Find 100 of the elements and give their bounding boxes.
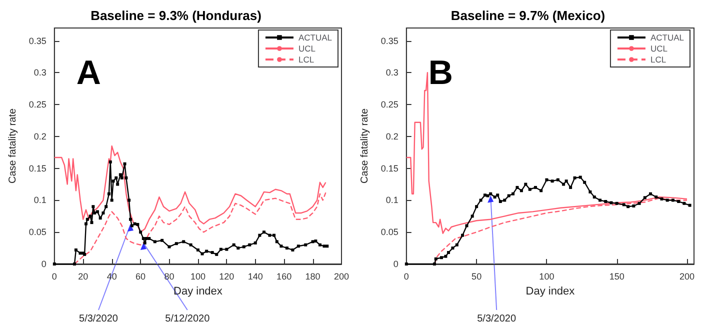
point: [475, 205, 478, 208]
point: [451, 246, 454, 250]
annotation: 5/12/2020: [165, 314, 210, 324]
y-axis-title: Case fatality rate: [8, 108, 18, 184]
y-tick-label: 0.05: [28, 227, 46, 238]
legend-label: LCL: [650, 54, 666, 64]
point: [434, 257, 438, 260]
x-tick-label: 180: [305, 272, 320, 282]
y-tick-label: 0.1: [386, 195, 398, 206]
y-axis-title: Case fatality rate: [360, 108, 370, 184]
point: [615, 202, 618, 205]
x-tick-label: 20: [78, 272, 88, 282]
y-tick-label: 0.3: [34, 68, 46, 78]
x-tick-label: 200: [334, 272, 350, 282]
point: [564, 180, 568, 183]
point: [622, 203, 626, 206]
legend-label: ACTUAL: [650, 32, 684, 42]
point: [583, 180, 586, 184]
y-tick-label: 0.35: [28, 36, 46, 46]
point: [503, 198, 506, 202]
point: [569, 186, 572, 189]
point: [550, 180, 554, 183]
point: [540, 189, 543, 192]
point: [598, 198, 602, 202]
point: [573, 176, 576, 180]
point: [440, 256, 443, 260]
point: [534, 186, 537, 189]
point: [528, 188, 532, 191]
annotation: B: [428, 54, 453, 92]
annotation: 5/3/2020: [79, 314, 118, 324]
annotation: A: [76, 54, 101, 92]
legend-label: ACTUAL: [298, 32, 332, 42]
point: [556, 178, 560, 182]
point: [643, 196, 646, 200]
point: [588, 190, 592, 194]
x-tick-label: 120: [219, 272, 234, 282]
point: [486, 194, 490, 198]
point: [660, 197, 664, 200]
point: [545, 178, 548, 182]
point: [465, 224, 468, 228]
chart-title: Baseline = 9.7% (Mexico): [450, 8, 606, 23]
point: [682, 202, 686, 205]
y-tick-label: 0.05: [380, 227, 398, 238]
point: [671, 198, 674, 202]
point: [447, 251, 450, 254]
y-tick-label: 0.25: [28, 100, 46, 110]
y-tick-label: 0.3: [386, 68, 398, 78]
x-tick-label: 50: [472, 272, 482, 282]
point: [626, 205, 630, 208]
point: [632, 204, 636, 208]
point: [604, 200, 608, 203]
point: [498, 200, 502, 203]
x-tick-label: 140: [248, 272, 263, 282]
point: [455, 243, 458, 246]
x-tick-label: 160: [276, 272, 292, 282]
x-tick-label: 200: [679, 272, 694, 282]
y-tick-label: 0.25: [380, 100, 398, 110]
point: [592, 196, 596, 199]
x-tick-label: 0: [52, 272, 57, 282]
point: [516, 186, 519, 189]
point: [432, 262, 436, 266]
point: [649, 192, 652, 196]
x-tick-label: 80: [164, 272, 174, 282]
y-tick-label: 0.1: [34, 195, 46, 206]
point: [666, 198, 669, 202]
point: [654, 196, 658, 199]
x-tick-label: 100: [539, 272, 554, 282]
point: [493, 196, 496, 199]
point: [524, 182, 528, 186]
legend-label: UCL: [298, 44, 316, 54]
x-axis-title: Day index: [526, 285, 576, 298]
point: [404, 262, 408, 266]
point: [520, 189, 523, 192]
x-tick-label: 0: [404, 272, 409, 282]
y-tick-label: 0.35: [380, 36, 398, 46]
legend-label: LCL: [298, 54, 314, 64]
x-tick-label: 100: [190, 272, 206, 282]
point: [578, 176, 582, 179]
x-tick-label: 60: [136, 272, 146, 282]
point: [688, 204, 692, 207]
point: [512, 192, 515, 196]
point: [677, 200, 680, 203]
y-tick-label: 0.2: [34, 131, 46, 142]
point: [483, 194, 486, 197]
x-tick-label: 150: [609, 272, 624, 282]
y-tick-label: 0: [393, 259, 398, 269]
point: [470, 214, 474, 218]
point: [496, 194, 500, 197]
legend-label: UCL: [650, 44, 668, 54]
chart-title: Baseline = 9.3% (Honduras): [90, 8, 262, 23]
point: [610, 201, 613, 204]
point: [562, 182, 566, 186]
y-tick-label: 0.2: [386, 131, 398, 142]
annotation: 5/3/2020: [477, 314, 516, 324]
point: [461, 234, 464, 237]
point: [489, 192, 492, 196]
y-tick-label: 0.15: [380, 163, 398, 174]
y-tick-label: 0: [41, 259, 46, 269]
point: [507, 194, 510, 198]
point: [479, 198, 482, 202]
